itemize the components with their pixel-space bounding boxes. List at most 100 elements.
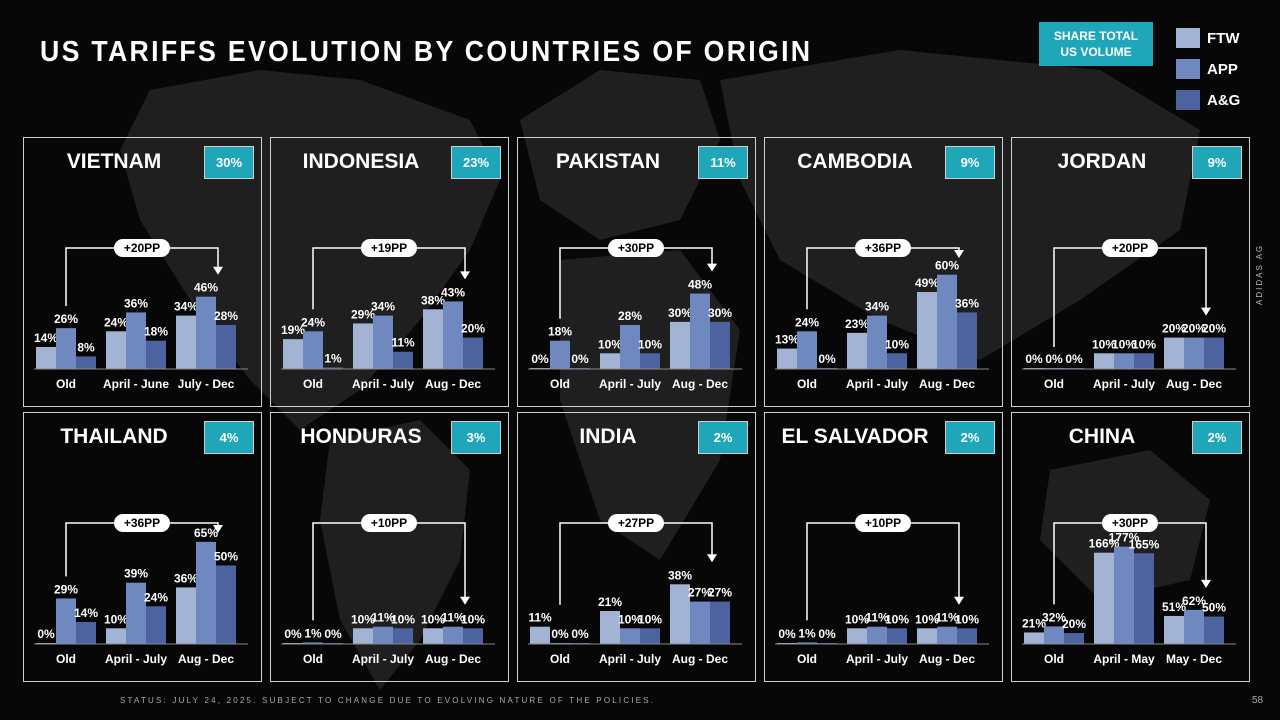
- value-label: 29%: [351, 307, 375, 321]
- category-label: Aug - Dec: [672, 652, 728, 666]
- bar-app-2: [867, 626, 887, 644]
- value-label: 32%: [1042, 610, 1066, 624]
- delta-pill: [608, 239, 664, 257]
- bar-app-2: [1114, 546, 1134, 644]
- delta-pill: [855, 239, 911, 257]
- delta-label: +19PP: [371, 241, 407, 255]
- delta-arrow-head: [460, 271, 470, 280]
- delta-arrow-head: [460, 596, 470, 605]
- value-label: 49%: [915, 276, 939, 290]
- bar-ftw-1: [283, 339, 303, 369]
- chart-panel-honduras: HONDURAS 3% 0% 1% 0% Old 10% 11% 10% April - July…: [270, 412, 509, 682]
- value-label: 10%: [351, 612, 375, 626]
- value-label: 10%: [638, 612, 662, 626]
- delta-label: +30PP: [618, 241, 654, 255]
- bar-ftw-2: [600, 353, 620, 369]
- chart-title: VIETNAM: [66, 150, 162, 173]
- category-label: April - July: [846, 652, 908, 666]
- bar-a-g-3: [710, 601, 730, 644]
- delta-label: +20PP: [1112, 241, 1148, 255]
- bar-ftw-1: [36, 347, 56, 369]
- value-label: 20%: [1202, 322, 1226, 336]
- value-label: 34%: [174, 300, 198, 314]
- value-label: 165%: [1129, 537, 1160, 551]
- bar-a-g-1: [76, 356, 96, 369]
- category-label: April - July: [352, 652, 414, 666]
- value-label: 36%: [955, 296, 979, 310]
- value-label: 1%: [304, 626, 322, 640]
- bar-chart: 13% 24% 0%Old 23% 34% 10% April - July 49% 60% 36…: [775, 239, 989, 391]
- value-label: 21%: [598, 595, 622, 609]
- bar-app-2: [867, 315, 887, 369]
- category-label: Aug - Dec: [1166, 377, 1222, 391]
- delta-arrow-head: [1201, 579, 1211, 588]
- chart-title: JORDAN: [1057, 150, 1147, 173]
- value-label: 166%: [1089, 537, 1120, 551]
- value-label: 20%: [1062, 617, 1086, 631]
- value-label: 11%: [528, 611, 552, 625]
- value-label: 0%: [778, 627, 796, 641]
- legend-swatch-app: [1176, 59, 1200, 79]
- value-label: 0%: [1065, 352, 1083, 366]
- chart-panel-vietnam: VIETNAM 30% 14% 26% 8% Old 24% 36% 18% April - Ju…: [23, 137, 262, 407]
- value-label: 10%: [618, 612, 642, 626]
- bar-app-3: [690, 601, 710, 644]
- bar-app-1: [550, 340, 570, 369]
- category-label: April - May: [1093, 652, 1155, 666]
- bar-a-g-3: [216, 565, 236, 644]
- value-label: 24%: [301, 315, 325, 329]
- value-label: 10%: [845, 612, 869, 626]
- delta-arrow-head: [707, 554, 717, 563]
- chart-panel-jordan: JORDAN 9% 0% 0% 0% Old 10% 10% 10% April - July 20…: [1011, 137, 1250, 407]
- value-label: 10%: [638, 337, 662, 351]
- delta-label: +10PP: [865, 516, 901, 530]
- value-label: 18%: [548, 325, 572, 339]
- category-label: Aug - Dec: [178, 652, 234, 666]
- value-label: 50%: [214, 549, 238, 563]
- bar-ftw-2: [847, 628, 867, 644]
- value-label: 11%: [865, 611, 889, 625]
- category-label: April - July: [352, 377, 414, 391]
- chart-title: INDONESIA: [302, 150, 420, 173]
- value-label: 10%: [1112, 337, 1136, 351]
- legend-item-ag: A&G: [1176, 90, 1240, 110]
- value-label: 62%: [1182, 594, 1206, 608]
- category-label: Old: [1044, 377, 1064, 391]
- value-label: 10%: [104, 612, 128, 626]
- bar-a-g-2: [146, 606, 166, 644]
- bar-app-1: [56, 598, 76, 644]
- bar-app-2: [373, 315, 393, 369]
- chart-title: CHINA: [1068, 425, 1136, 448]
- category-label: April - July: [846, 377, 908, 391]
- value-label: 30%: [708, 306, 732, 320]
- share-total-line2: US VOLUME: [1060, 45, 1132, 59]
- value-label: 48%: [688, 278, 712, 292]
- value-label: 46%: [194, 281, 218, 295]
- bar-ftw-1: [777, 348, 797, 369]
- category-label: April - July: [599, 377, 661, 391]
- delta-arrow-head: [954, 250, 964, 258]
- value-label: 13%: [775, 333, 799, 347]
- delta-pill: [361, 514, 417, 532]
- value-label: 29%: [54, 582, 78, 596]
- bar-a-g-1: [1064, 633, 1084, 644]
- value-label: 14%: [34, 331, 58, 345]
- bar-app-1: [303, 331, 323, 369]
- delta-pill: [855, 514, 911, 532]
- value-label: 10%: [598, 337, 622, 351]
- bar-a-g-3: [216, 325, 236, 369]
- value-label: 10%: [915, 612, 939, 626]
- bar-chart: 0% 29% 14% Old 10% 39% 24% April - July 36% 65% 50…: [34, 514, 248, 666]
- bar-ftw-3: [917, 628, 937, 644]
- chart-title: INDIA: [579, 425, 637, 448]
- bar-app-3: [443, 626, 463, 644]
- value-label: 60%: [935, 259, 959, 273]
- value-label: 30%: [668, 306, 692, 320]
- bar-ftw-3: [670, 584, 690, 644]
- bar-a-g-2: [393, 351, 413, 369]
- value-label: 21%: [1022, 616, 1046, 630]
- bar-app-1: [56, 328, 76, 369]
